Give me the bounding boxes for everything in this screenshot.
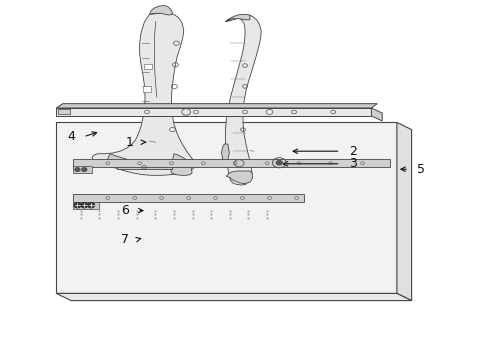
Polygon shape xyxy=(226,171,252,184)
Text: 7: 7 xyxy=(121,233,129,246)
Polygon shape xyxy=(92,13,195,175)
Polygon shape xyxy=(73,194,304,202)
Bar xyxy=(143,86,151,92)
Polygon shape xyxy=(73,159,390,167)
Text: 6: 6 xyxy=(121,204,129,217)
Polygon shape xyxy=(225,15,261,185)
Polygon shape xyxy=(108,154,126,168)
Text: 5: 5 xyxy=(417,163,425,176)
Circle shape xyxy=(81,203,88,208)
Circle shape xyxy=(88,203,95,208)
Circle shape xyxy=(74,203,81,208)
Polygon shape xyxy=(56,108,371,116)
Polygon shape xyxy=(56,293,412,301)
Circle shape xyxy=(82,168,87,171)
Polygon shape xyxy=(149,5,172,15)
Polygon shape xyxy=(221,144,229,166)
Circle shape xyxy=(75,168,80,171)
Bar xyxy=(73,166,92,173)
Text: 2: 2 xyxy=(349,145,357,158)
Polygon shape xyxy=(171,154,192,175)
Polygon shape xyxy=(371,108,382,121)
Bar xyxy=(142,109,150,115)
Polygon shape xyxy=(397,122,412,301)
Bar xyxy=(144,64,152,69)
Bar xyxy=(73,202,99,209)
Text: 1: 1 xyxy=(126,136,134,149)
Polygon shape xyxy=(56,104,377,108)
Polygon shape xyxy=(56,122,397,293)
Text: 4: 4 xyxy=(67,130,75,143)
Bar xyxy=(58,109,70,114)
Text: 3: 3 xyxy=(349,157,357,170)
Circle shape xyxy=(276,161,282,165)
Polygon shape xyxy=(117,166,172,169)
Polygon shape xyxy=(225,14,250,22)
